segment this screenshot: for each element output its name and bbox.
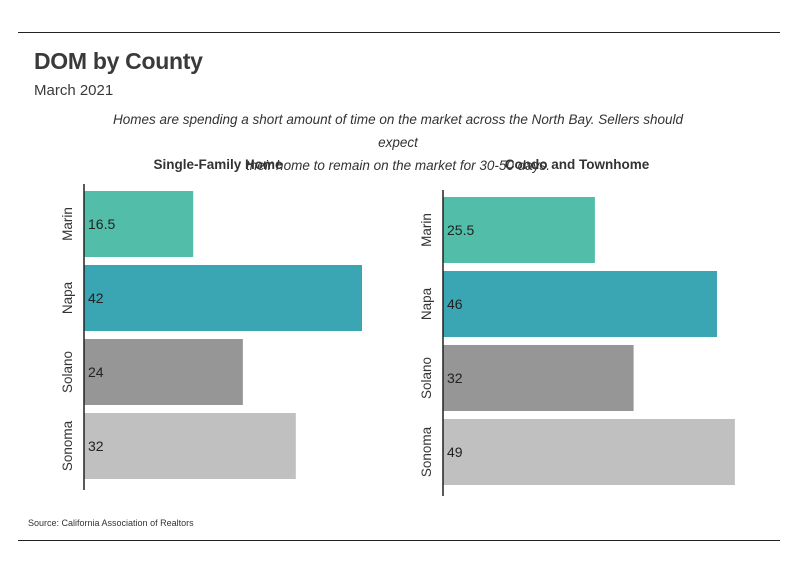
- chart-description: Homes are spending a short amount of tim…: [108, 108, 688, 177]
- category-label-condo-sonoma: Sonoma: [419, 426, 434, 477]
- category-label-single-family-sonoma: Sonoma: [60, 420, 75, 471]
- bar-condo-sonoma: [443, 419, 735, 485]
- description-line-2: their home to remain on the market for 3…: [246, 158, 550, 173]
- bar-condo-napa: [443, 271, 717, 337]
- value-label-condo-sonoma: 49: [447, 444, 463, 460]
- chart-subtitle: March 2021: [34, 82, 114, 99]
- value-label-single-family-napa: 42: [88, 290, 104, 306]
- value-label-condo-napa: 46: [447, 296, 463, 312]
- source-note: Source: California Association of Realto…: [28, 518, 194, 528]
- bar-single-family-napa: [84, 265, 362, 331]
- value-label-single-family-marin: 16.5: [88, 216, 115, 232]
- bottom-rule: [18, 540, 780, 541]
- value-label-single-family-solano: 24: [88, 364, 104, 380]
- category-label-condo-solano: Solano: [419, 357, 434, 399]
- value-label-condo-marin: 25.5: [447, 222, 474, 238]
- value-label-condo-solano: 32: [447, 370, 463, 386]
- bar-single-family-solano: [84, 339, 243, 405]
- category-label-single-family-marin: Marin: [60, 207, 75, 241]
- bar-single-family-sonoma: [84, 413, 296, 479]
- category-label-single-family-solano: Solano: [60, 351, 75, 393]
- category-label-condo-marin: Marin: [419, 213, 434, 247]
- category-label-condo-napa: Napa: [419, 287, 434, 320]
- top-rule: [18, 32, 780, 33]
- description-line-1: Homes are spending a short amount of tim…: [112, 112, 684, 150]
- panel-title-single-family: Single-Family Home: [153, 157, 283, 172]
- value-label-single-family-sonoma: 32: [88, 438, 104, 454]
- bar-condo-solano: [443, 345, 634, 411]
- chart-title: DOM by County: [34, 48, 203, 74]
- category-label-single-family-napa: Napa: [60, 281, 75, 314]
- bar-condo-marin: [443, 197, 595, 263]
- panel-title-condo-townhome: Condo and Townhome: [504, 157, 650, 172]
- bar-single-family-marin: [84, 191, 194, 257]
